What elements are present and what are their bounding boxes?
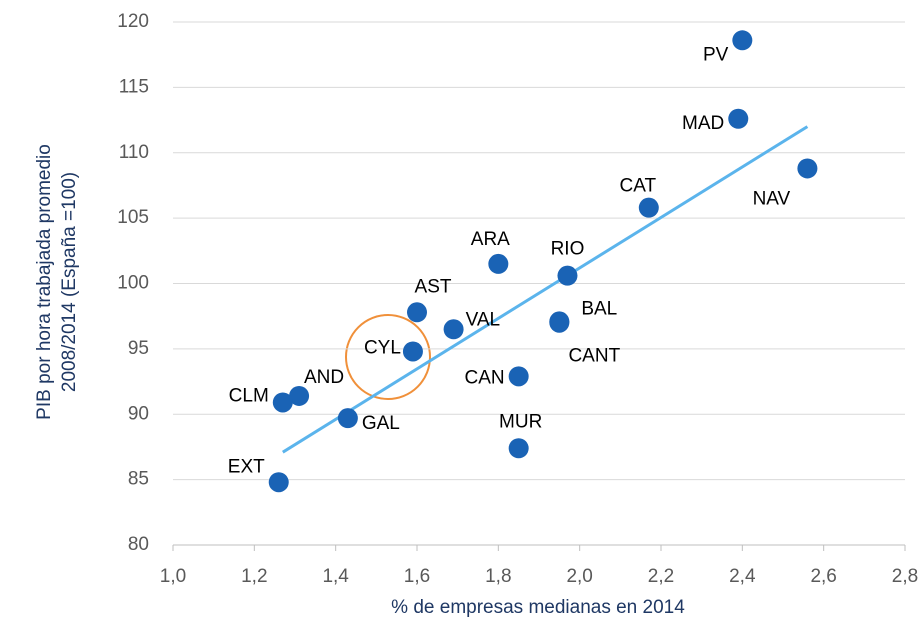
y-tick-label: 110 bbox=[119, 142, 149, 163]
x-tick-label: 2,6 bbox=[810, 566, 836, 587]
point bbox=[488, 253, 509, 274]
point-label: CYL bbox=[364, 338, 401, 359]
point-label: AND bbox=[304, 367, 344, 388]
point bbox=[289, 385, 310, 406]
x-axis-title: % de empresas medianas en 2014 bbox=[391, 597, 685, 618]
point-label: NAV bbox=[753, 188, 791, 209]
point-label: MAD bbox=[682, 113, 724, 134]
point-label: EXT bbox=[228, 456, 265, 477]
x-tick-label: 1,6 bbox=[404, 566, 430, 587]
x-tick-label: 2,2 bbox=[648, 566, 674, 587]
point bbox=[402, 341, 423, 362]
point bbox=[728, 108, 749, 129]
y-axis-title: PIB por hora trabajada promedio bbox=[34, 144, 55, 420]
point-label: AST bbox=[415, 276, 452, 297]
x-tick-label: 1,8 bbox=[485, 566, 511, 587]
point bbox=[797, 158, 818, 179]
x-tick-label: 2,8 bbox=[892, 566, 918, 587]
y-tick-label: 120 bbox=[117, 11, 149, 32]
point bbox=[508, 366, 529, 387]
point bbox=[407, 302, 427, 323]
point bbox=[443, 319, 464, 340]
y-tick-label: 105 bbox=[117, 207, 149, 228]
point-label: CAN bbox=[465, 367, 505, 388]
point bbox=[732, 30, 753, 51]
point-label: CLM bbox=[229, 385, 269, 406]
y-axis-title: 2008/2014 (España =100) bbox=[59, 172, 80, 392]
highlight-circle bbox=[345, 314, 431, 400]
y-tick-label: 95 bbox=[128, 338, 149, 359]
point-label: PV bbox=[703, 44, 729, 65]
point-label: ARA bbox=[471, 229, 510, 250]
point-label: CAT bbox=[620, 176, 657, 197]
y-tick-label: 85 bbox=[128, 469, 149, 490]
y-tick-label: 115 bbox=[119, 76, 149, 97]
point bbox=[337, 408, 358, 429]
point-label: MUR bbox=[499, 411, 542, 432]
y-tick-label: 80 bbox=[128, 534, 149, 555]
y-tick-label: 100 bbox=[117, 273, 149, 294]
point-label: BAL bbox=[581, 298, 617, 319]
point bbox=[508, 438, 529, 459]
point bbox=[272, 392, 293, 413]
point bbox=[638, 197, 659, 218]
x-tick-label: 1,4 bbox=[322, 566, 349, 587]
point-label: VAL bbox=[466, 309, 501, 330]
point bbox=[268, 472, 289, 493]
point-label: RIO bbox=[551, 239, 585, 260]
point-label: GAL bbox=[362, 413, 400, 434]
x-tick-label: 2,4 bbox=[729, 566, 756, 587]
point bbox=[557, 265, 578, 286]
point-label: CANT bbox=[568, 346, 620, 367]
x-tick-label: 1,0 bbox=[160, 566, 186, 587]
x-tick-label: 2,0 bbox=[566, 566, 592, 587]
trendline bbox=[282, 125, 809, 454]
point bbox=[549, 312, 570, 333]
x-tick-label: 1,2 bbox=[241, 566, 267, 587]
y-tick-label: 90 bbox=[128, 403, 149, 424]
